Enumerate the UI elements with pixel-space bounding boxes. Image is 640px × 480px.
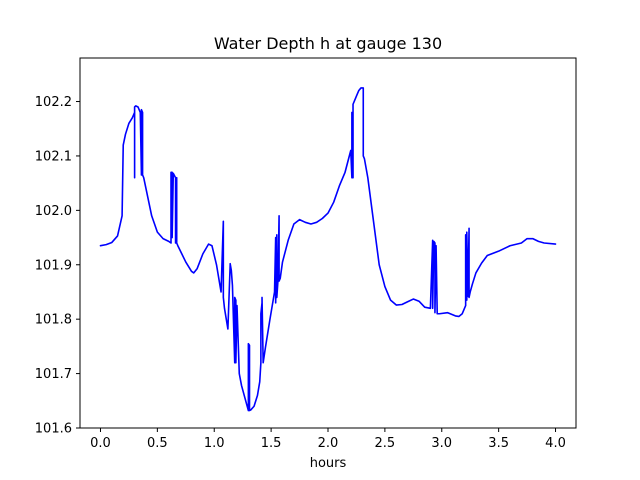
x-axis-label: hours: [310, 456, 347, 471]
series-line-0: [99, 87, 557, 412]
x-tick-label: 0.0: [90, 436, 111, 451]
x-tick-label: 3.5: [488, 436, 509, 451]
x-tick-label: 2.5: [375, 436, 396, 451]
chart-title: Water Depth h at gauge 130: [214, 34, 442, 53]
y-tick-label: 101.7: [35, 367, 72, 382]
x-tick-label: 1.5: [261, 436, 282, 451]
plot-frame: [79, 57, 577, 429]
y-tick-label: 102.0: [35, 204, 72, 219]
x-tick-label: 2.0: [318, 436, 339, 451]
y-tick-label: 101.9: [35, 258, 72, 273]
series-layer: [99, 87, 557, 412]
ticks-layer: 0.0 0.5 1.0 1.5 2.0 2.5 3.0 3.5 4.0 101.6 101.7 101…: [35, 95, 566, 451]
y-tick-label: 102.2: [35, 95, 72, 110]
y-tick-label: 101.6: [35, 422, 72, 437]
y-tick-label: 102.1: [35, 149, 72, 164]
x-tick-label: 4.0: [545, 436, 566, 451]
y-tick-label: 101.8: [35, 313, 72, 328]
x-tick-label: 1.0: [204, 436, 225, 451]
x-tick-label: 3.0: [431, 436, 452, 451]
x-tick-label: 0.5: [147, 436, 168, 451]
